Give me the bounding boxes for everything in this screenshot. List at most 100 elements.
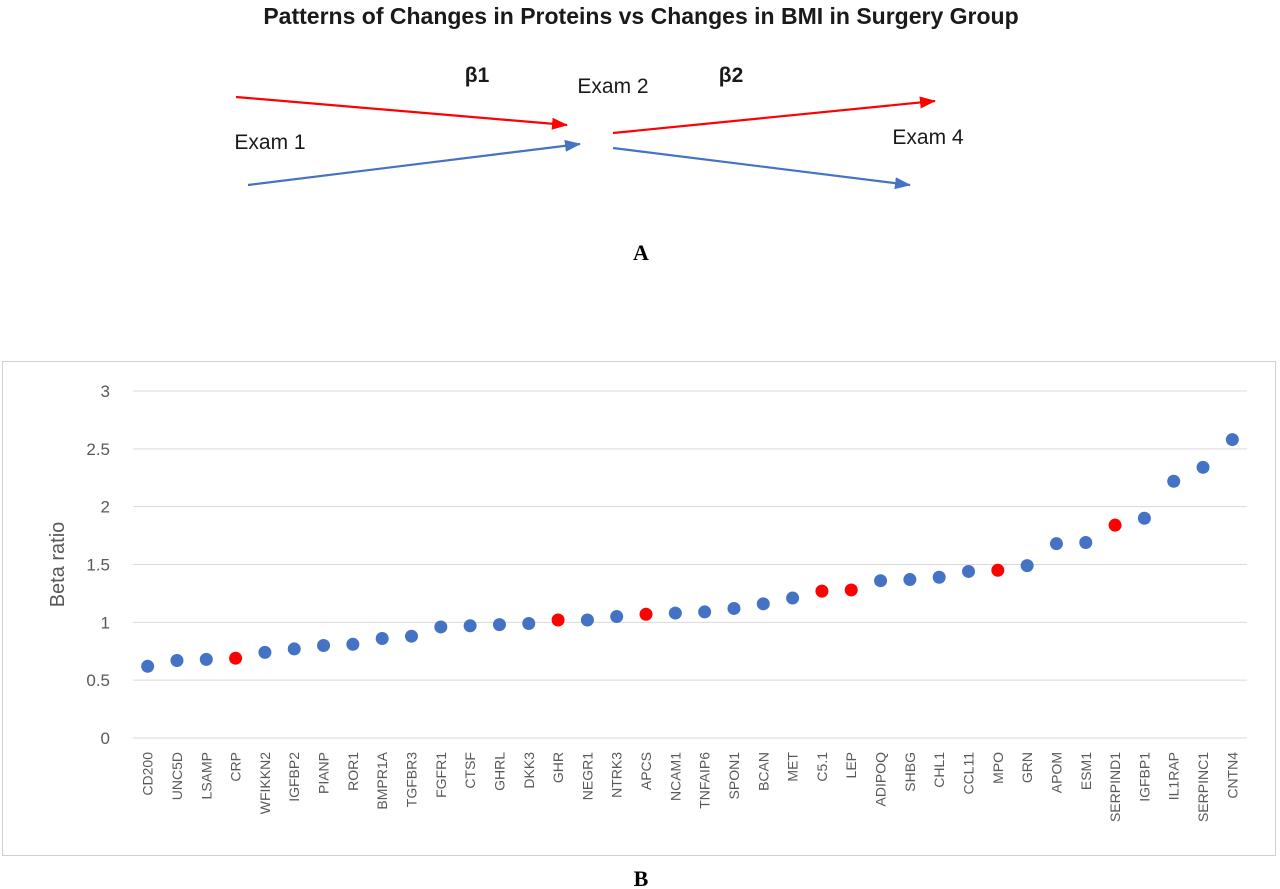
data-point [874, 574, 888, 588]
x-category-labels: CD200 UNC5D LSAMP CRP WFIKKN2 IGFBP2 PIANP ROR1… [140, 751, 1241, 822]
x-category-label: NEGR1 [579, 752, 595, 800]
x-category-label: MPO [990, 752, 1006, 784]
y-axis-label: Beta ratio [47, 522, 69, 608]
x-category-label: TGFBR3 [404, 752, 420, 807]
x-category-label: NTRK3 [609, 752, 625, 798]
data-point [962, 564, 975, 578]
x-category-label: WFIKKN2 [257, 752, 273, 814]
x-category-label: SERPIND1 [1107, 752, 1123, 822]
x-category-label: IL1RAP [1166, 752, 1182, 800]
x-category-label: BMPR1A [374, 751, 390, 809]
y-tick-label: 2 [101, 498, 110, 517]
data-point [522, 616, 536, 630]
data-point [786, 591, 800, 605]
data-point [287, 642, 301, 656]
x-category-label: GHRL [491, 752, 507, 791]
data-point [903, 573, 917, 587]
x-category-label: CRP [228, 752, 244, 782]
data-point [610, 610, 624, 624]
data-point [1167, 474, 1181, 488]
data-points [141, 433, 1239, 673]
x-category-label: CCL11 [961, 752, 977, 795]
exam1-label: Exam 1 [234, 131, 305, 154]
x-category-label: ESM1 [1078, 752, 1094, 790]
panel-a-diagram: Patterns of Changes in Proteins vs Chang… [234, 3, 1018, 265]
data-point [141, 659, 155, 673]
data-point [668, 606, 682, 620]
x-category-label: C5.1 [814, 752, 830, 782]
x-category-label: SPON1 [726, 752, 742, 800]
data-point [815, 584, 829, 598]
data-point [170, 654, 184, 668]
panel-b-letter: B [634, 866, 649, 889]
beta-ratio-chart: 0 0.5 1 1.5 2 2.5 3 CD200 UNC5D LSAMP CRP WFIKKN2 I… [47, 382, 1247, 889]
panel-a-title: Patterns of Changes in Proteins vs Chang… [263, 3, 1018, 29]
y-tick-label: 3 [101, 382, 110, 401]
x-category-label: MET [785, 752, 801, 782]
chart-grid [133, 390, 1247, 739]
x-category-label: BCAN [755, 752, 771, 791]
exam2-label: Exam 2 [577, 75, 648, 98]
x-category-label: TNFAIP6 [697, 752, 713, 809]
data-point [258, 645, 272, 659]
data-point [1225, 433, 1239, 447]
x-category-label: FGFR1 [433, 752, 449, 798]
exam4-label: Exam 4 [892, 126, 964, 149]
red-arrow-exam2-to-exam4 [612, 96, 936, 135]
beta2-label: β2 [719, 64, 744, 87]
data-point [434, 620, 448, 634]
data-point [492, 618, 506, 632]
data-point [1020, 559, 1034, 573]
x-category-label: GRN [1019, 752, 1035, 783]
beta1-label: β1 [465, 64, 490, 87]
x-category-label: CTSF [462, 752, 478, 789]
x-category-label: LEP [843, 752, 859, 778]
data-point [405, 629, 418, 643]
data-point [551, 613, 565, 627]
data-point [1137, 511, 1151, 525]
data-point [698, 605, 712, 619]
x-category-label: CHL1 [931, 752, 947, 788]
x-category-label: GHR [550, 752, 566, 783]
data-point [346, 637, 360, 651]
y-tick-label: 0 [101, 729, 110, 748]
x-category-label: ADIPOQ [873, 752, 889, 807]
data-point [463, 619, 477, 633]
y-tick-label: 2.5 [86, 440, 110, 459]
blue-arrow-exam2-to-exam4 [612, 146, 911, 190]
chart-frame [2, 361, 1276, 856]
x-category-label: UNC5D [169, 752, 185, 800]
x-category-label: DKK3 [521, 752, 537, 789]
data-point [991, 563, 1005, 577]
data-point [375, 632, 389, 646]
x-category-label: APCS [638, 752, 654, 790]
data-point [580, 613, 594, 627]
x-category-label: CNTN4 [1224, 752, 1240, 799]
data-point [639, 607, 653, 621]
panel-a-letter: A [633, 240, 649, 265]
data-point [1108, 518, 1122, 532]
y-tick-label: 1 [101, 613, 110, 632]
data-point [1196, 460, 1210, 474]
data-point [1049, 537, 1063, 551]
x-category-label: PIANP [316, 752, 332, 794]
data-point [199, 652, 213, 666]
y-tick-labels: 0 0.5 1 1.5 2 2.5 3 [86, 382, 110, 748]
red-arrow-exam1-to-exam2 [235, 95, 568, 130]
blue-arrow-exam1-to-exam2 [247, 139, 581, 187]
x-category-label: ROR1 [345, 752, 361, 791]
data-point [1079, 536, 1093, 550]
y-tick-label: 1.5 [86, 556, 110, 575]
x-category-label: SERPINC1 [1195, 752, 1211, 822]
x-category-label: NCAM1 [667, 752, 683, 801]
x-category-label: LSAMP [198, 752, 214, 799]
data-point [756, 597, 770, 611]
data-point [317, 638, 331, 652]
data-point [727, 601, 741, 615]
x-category-label: IGFBP1 [1136, 752, 1152, 802]
x-category-label: SHBG [902, 752, 918, 792]
x-category-label: APOM [1048, 752, 1064, 793]
data-point [229, 651, 243, 665]
y-tick-label: 0.5 [86, 671, 110, 690]
x-category-label: IGFBP2 [286, 752, 302, 802]
